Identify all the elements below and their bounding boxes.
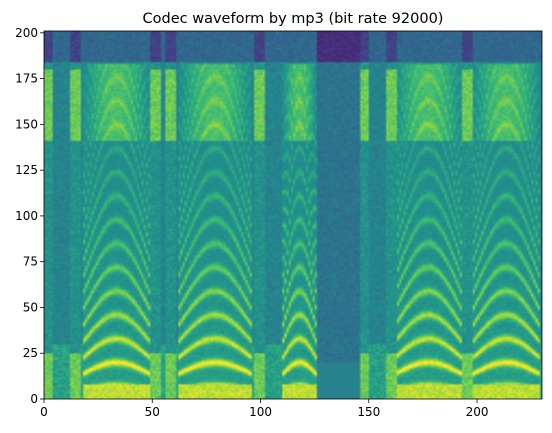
plot-frame [43,30,543,400]
y-tick-label: 100 [15,209,38,223]
y-tick-label: 50 [23,300,38,314]
y-tick-label: 125 [15,163,38,177]
plot-area [44,31,542,399]
y-tick-label: 0 [30,392,38,406]
x-tick-label: 0 [40,405,48,419]
chart-title: Codec waveform by mp3 (bit rate 92000) [143,11,444,27]
spectrogram-image [44,31,542,399]
x-tick-label: 150 [357,405,380,419]
y-axis: 0 25 50 75 100 125 150 175 200 [15,26,44,406]
x-axis: 0 50 100 150 200 [40,399,488,419]
y-tick-label: 175 [15,72,38,86]
y-tick-label: 200 [15,26,38,40]
x-tick-label: 100 [249,405,272,419]
y-tick-label: 150 [15,117,38,131]
y-tick-label: 75 [23,255,38,269]
x-tick-label: 200 [466,405,489,419]
x-tick-label: 50 [145,405,160,419]
y-tick-label: 25 [23,346,38,360]
